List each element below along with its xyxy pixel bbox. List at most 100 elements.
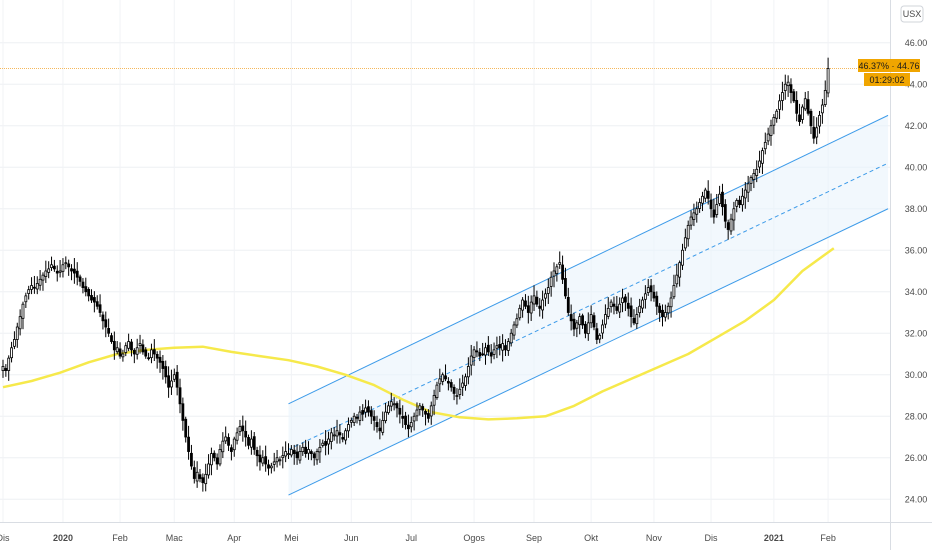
candle-body	[75, 270, 79, 278]
candle-body	[646, 287, 650, 293]
candle-body	[469, 355, 473, 366]
candle-body	[783, 83, 787, 91]
candle-body	[190, 452, 193, 467]
candle-body	[606, 307, 610, 317]
candle-body	[709, 199, 713, 210]
candle-body	[249, 438, 253, 448]
candle-body	[629, 305, 633, 318]
candle-body	[538, 305, 542, 309]
candle-body	[372, 416, 376, 421]
candle-body	[643, 293, 647, 300]
candle-body	[809, 110, 813, 127]
candle-body	[484, 347, 487, 356]
candle-body	[7, 357, 11, 371]
candle-body	[30, 285, 33, 290]
candle-body	[715, 204, 719, 215]
candle-body	[318, 446, 322, 453]
x-tick-label: Jun	[344, 533, 359, 543]
candle-body	[803, 98, 807, 110]
candle-body	[264, 456, 268, 465]
candle-body	[184, 418, 188, 438]
candle-body	[524, 300, 527, 307]
candle-body	[775, 110, 779, 119]
candle-body	[98, 304, 102, 313]
y-tick-label: 28.00	[905, 411, 928, 421]
candle-body	[124, 345, 128, 353]
candle-body	[207, 463, 210, 476]
candle-body	[441, 374, 445, 382]
candle-body	[609, 301, 613, 308]
candle-body	[267, 464, 270, 469]
candle-body	[569, 314, 573, 322]
candle-body	[4, 368, 8, 372]
candle-body	[152, 349, 156, 355]
candle-body	[215, 457, 219, 465]
candle-body	[72, 268, 76, 274]
x-tick-label: Mac	[166, 533, 184, 543]
candle-body	[175, 371, 179, 388]
candle-body	[546, 287, 550, 294]
price-tag: 46.37% · 44.76 01:29:02	[858, 59, 920, 86]
candle-body	[721, 191, 724, 208]
currency-badge[interactable]: USX	[900, 5, 924, 23]
price-tag-label: 46.37% · 44.76	[858, 61, 919, 71]
candle-body	[446, 380, 450, 384]
candle-body	[70, 268, 73, 272]
candle-body	[309, 451, 313, 455]
candle-body	[732, 208, 736, 221]
candle-body	[504, 345, 507, 351]
candle-body	[347, 424, 350, 432]
candle-body	[33, 286, 36, 289]
candle-body	[515, 318, 519, 326]
candle-body	[801, 106, 804, 120]
candle-body	[475, 350, 479, 353]
candle-body	[55, 270, 59, 274]
candle-body	[572, 318, 576, 330]
y-tick-label: 34.00	[905, 287, 928, 297]
candle-body	[806, 99, 810, 114]
candle-body	[612, 303, 616, 307]
candle-body	[135, 347, 139, 355]
candle-body	[181, 403, 185, 421]
candle-body	[192, 467, 196, 479]
x-tick-label: Dis	[705, 533, 718, 543]
candle-body	[678, 262, 682, 278]
candle-body	[244, 430, 248, 438]
candle-body	[695, 208, 699, 215]
candle-body	[723, 204, 727, 222]
candle-body	[598, 334, 602, 340]
time-axis[interactable]: Dis 2020 Feb Mac Apr Mei Jun Jul Ogos Sep Okt Nov Di…	[0, 522, 932, 544]
candle-body	[681, 249, 684, 266]
candle-body	[435, 384, 439, 399]
candle-body	[672, 285, 676, 298]
candle-body	[367, 406, 370, 413]
candle-body	[426, 413, 430, 419]
price-tag-countdown: 01:29:02	[869, 75, 904, 85]
candle-body	[349, 419, 353, 423]
candle-body	[218, 449, 222, 465]
candle-body	[321, 442, 325, 446]
candle-body	[278, 459, 282, 462]
candle-body	[95, 301, 99, 307]
y-tick-label: 24.00	[905, 494, 928, 504]
candle-body	[158, 356, 162, 363]
x-tick-label: Jul	[406, 533, 418, 543]
candle-body	[364, 407, 367, 413]
candle-body	[604, 314, 607, 325]
x-tick-label: Feb	[820, 533, 836, 543]
candle-body	[130, 341, 133, 351]
candle-body	[344, 430, 348, 441]
x-tick-label: Okt	[584, 533, 599, 543]
price-axis[interactable]: 24.00 26.00 28.00 30.00 32.00 34.00 36.00 38.00…	[890, 0, 928, 550]
channel-upper-line	[288, 114, 889, 405]
candle-body	[444, 375, 447, 380]
candle-body	[558, 262, 562, 265]
candle-body	[272, 461, 276, 465]
candle-body	[289, 449, 293, 456]
candle-body	[486, 344, 490, 353]
candle-body	[172, 374, 176, 380]
candle-body	[666, 305, 670, 314]
candle-body	[78, 276, 82, 282]
